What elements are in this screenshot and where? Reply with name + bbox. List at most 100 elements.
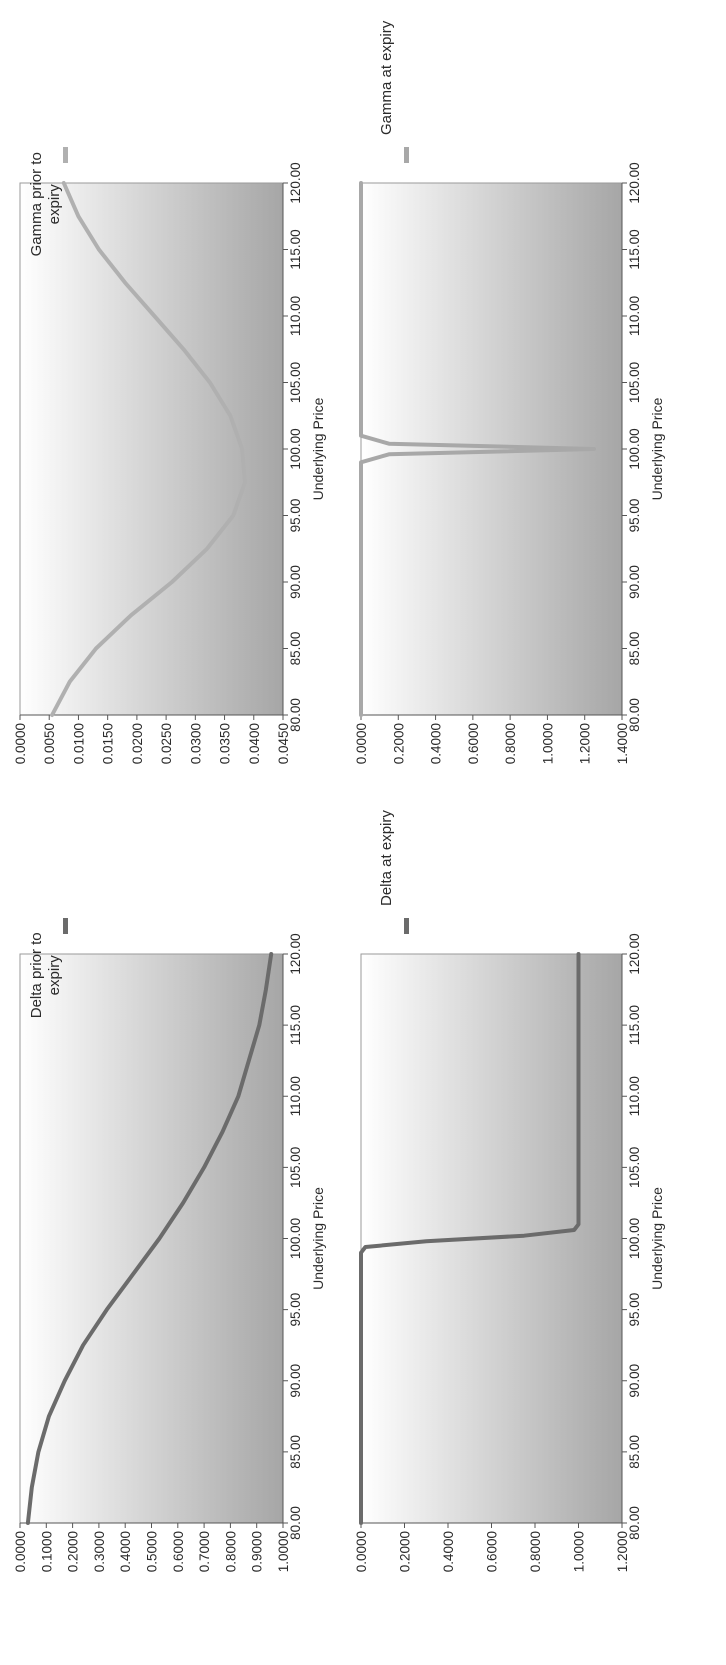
delta-expiry-legend: Delta at expiry (378, 810, 409, 934)
delta-expiry-price-tick-label: 120.00 (627, 933, 642, 974)
delta-expiry-value-tick-label: 0.8000 (528, 1531, 543, 1572)
delta-prior-price-tick-label: 105.00 (288, 1147, 303, 1188)
gamma-expiry-value-tick-label: 0.4000 (429, 723, 444, 764)
delta-prior-series-line (25, 952, 274, 1525)
gamma-expiry-series-line (359, 181, 596, 717)
gamma-expiry-x-axis-title: Underlying Price (649, 397, 665, 500)
gamma-prior-legend-label: Gamma prior toexpiry (28, 152, 63, 256)
delta-prior-value-tick-label: 0.0000 (13, 1531, 28, 1572)
gamma-expiry-legend-label: Gamma at expiry (378, 20, 395, 135)
gamma-expiry-value-tick-label: 1.4000 (615, 723, 630, 764)
gamma-prior-series-line (50, 181, 247, 717)
gamma-prior-value-tick-label: 0.0100 (71, 723, 86, 764)
gamma-prior-value-tick-label: 0.0400 (247, 723, 262, 764)
delta-prior-chart: 0.0000 0.1000 0.2000 0.3000 0.4000 0.5000 0.60… (13, 918, 326, 1572)
gamma-prior-x-axis-title: Underlying Price (310, 397, 326, 500)
delta-prior-legend-swatch (63, 918, 68, 934)
delta-expiry-price-tick-label: 95.00 (627, 1293, 642, 1327)
gamma-prior-price-tick-label: 115.00 (288, 229, 303, 269)
delta-expiry-value-tick-label: 0.4000 (441, 1531, 456, 1572)
delta-prior-value-tick-label: 0.4000 (118, 1531, 133, 1572)
delta-prior-legend: Delta prior toexpiry (28, 918, 68, 1018)
delta-expiry-price-tick-label: 100.00 (627, 1218, 642, 1259)
gamma-prior-plot-area (19, 182, 284, 716)
delta-expiry-value-tick-label: 1.0000 (572, 1531, 587, 1572)
gamma-expiry-legend-swatch (404, 147, 409, 163)
gamma-expiry-price-tick-label: 115.00 (627, 229, 642, 269)
delta-prior-price-tick-label: 100.00 (288, 1218, 303, 1259)
delta-expiry-price-tick-label: 115.00 (627, 1005, 642, 1045)
gamma-prior-chart: 0.0000 0.0050 0.0100 0.0150 0.0200 0.0250 0.03… (13, 147, 326, 764)
gamma-expiry-price-tick-label: 110.00 (627, 296, 642, 336)
delta-prior-value-tick-label: 0.8000 (223, 1531, 238, 1572)
gamma-expiry-value-tick-label: 0.2000 (391, 723, 406, 764)
gamma-expiry-value-tick-label: 0.6000 (466, 723, 481, 764)
delta-expiry-value-tick-label: 0.6000 (485, 1531, 500, 1572)
delta-prior-price-tick-label: 95.00 (288, 1293, 303, 1327)
gamma-prior-price-tick-label: 90.00 (288, 565, 303, 599)
gamma-prior-price-tick-label: 95.00 (288, 499, 303, 533)
gamma-expiry-chart: 0.0000 0.2000 0.4000 0.6000 0.8000 1.0000 1.20… (354, 20, 665, 764)
gamma-prior-price-tick-label: 100.00 (288, 428, 303, 469)
delta-expiry-price-tick-label: 85.00 (627, 1435, 642, 1469)
gamma-expiry-price-tick-label: 80.00 (627, 698, 642, 732)
delta-prior-value-tick-label: 0.6000 (171, 1531, 186, 1572)
gamma-expiry-value-tick-label: 1.0000 (540, 723, 555, 764)
gamma-prior-value-tick-label: 0.0150 (101, 723, 116, 764)
delta-prior-price-tick-label: 90.00 (288, 1364, 303, 1398)
delta-prior-value-tick-label: 0.3000 (92, 1531, 107, 1572)
delta-prior-x-axis-title: Underlying Price (310, 1187, 326, 1290)
gamma-expiry-value-tick-label: 0.8000 (503, 723, 518, 764)
delta-prior-value-tick-label: 0.2000 (66, 1531, 81, 1572)
delta-prior-price-tick-label: 85.00 (288, 1435, 303, 1469)
delta-expiry-price-tick-label: 105.00 (627, 1147, 642, 1188)
delta-prior-legend-label: Delta prior toexpiry (28, 932, 63, 1018)
gamma-expiry-value-tick-label: 1.2000 (578, 723, 593, 764)
delta-prior-value-tick-label: 1.0000 (276, 1531, 291, 1572)
gamma-prior-value-tick-label: 0.0450 (276, 723, 291, 764)
gamma-prior-price-tick-label: 85.00 (288, 632, 303, 666)
gamma-prior-value-tick-label: 0.0200 (130, 723, 145, 764)
delta-prior-price-tick-label: 120.00 (288, 933, 303, 974)
delta-expiry-price-tick-label: 110.00 (627, 1076, 642, 1116)
delta-prior-value-tick-label: 0.9000 (250, 1531, 265, 1572)
delta-expiry-series-line (359, 952, 581, 1525)
gamma-prior-value-tick-label: 0.0350 (218, 723, 233, 764)
gamma-prior-legend: Gamma prior toexpiry (28, 147, 68, 256)
gamma-prior-value-tick-label: 0.0050 (42, 723, 57, 764)
gamma-prior-price-tick-label: 105.00 (288, 362, 303, 403)
gamma-prior-legend-swatch (63, 147, 68, 163)
delta-prior-value-tick-label: 0.5000 (145, 1531, 160, 1572)
gamma-expiry-legend: Gamma at expiry (378, 20, 409, 163)
gamma-expiry-price-tick-label: 105.00 (627, 362, 642, 403)
gamma-prior-value-tick-label: 0.0250 (159, 723, 174, 764)
delta-prior-value-tick-label: 0.1000 (39, 1531, 54, 1572)
gamma-expiry-value-tick-label: 0.0000 (354, 723, 369, 764)
delta-expiry-x-axis-title: Underlying Price (649, 1187, 665, 1290)
delta-expiry-value-tick-label: 0.0000 (354, 1531, 369, 1572)
delta-expiry-value-tick-label: 1.2000 (615, 1531, 630, 1572)
delta-expiry-price-tick-label: 80.00 (627, 1506, 642, 1540)
delta-expiry-value-tick-label: 0.2000 (398, 1531, 413, 1572)
gamma-prior-price-tick-label: 110.00 (288, 296, 303, 336)
delta-prior-price-tick-label: 110.00 (288, 1076, 303, 1116)
gamma-expiry-price-tick-label: 100.00 (627, 428, 642, 469)
gamma-prior-value-tick-label: 0.0300 (188, 723, 203, 764)
delta-prior-price-tick-label: 80.00 (288, 1506, 303, 1540)
delta-prior-price-tick-label: 115.00 (288, 1005, 303, 1045)
delta-expiry-legend-swatch (404, 918, 409, 934)
delta-expiry-chart: 0.0000 0.2000 0.4000 0.6000 0.8000 1.0000 1.20… (354, 810, 665, 1573)
delta-prior-plot-area (19, 953, 284, 1524)
gamma-prior-price-tick-label: 120.00 (288, 162, 303, 203)
gamma-expiry-price-tick-label: 95.00 (627, 499, 642, 533)
gamma-expiry-price-tick-label: 85.00 (627, 632, 642, 666)
delta-prior-value-tick-label: 0.7000 (197, 1531, 212, 1572)
delta-expiry-price-tick-label: 90.00 (627, 1364, 642, 1398)
gamma-prior-price-tick-label: 80.00 (288, 698, 303, 732)
gamma-expiry-price-tick-label: 90.00 (627, 565, 642, 599)
gamma-prior-value-tick-label: 0.0000 (13, 723, 28, 764)
delta-expiry-legend-label: Delta at expiry (378, 810, 395, 906)
gamma-expiry-price-tick-label: 120.00 (627, 162, 642, 203)
